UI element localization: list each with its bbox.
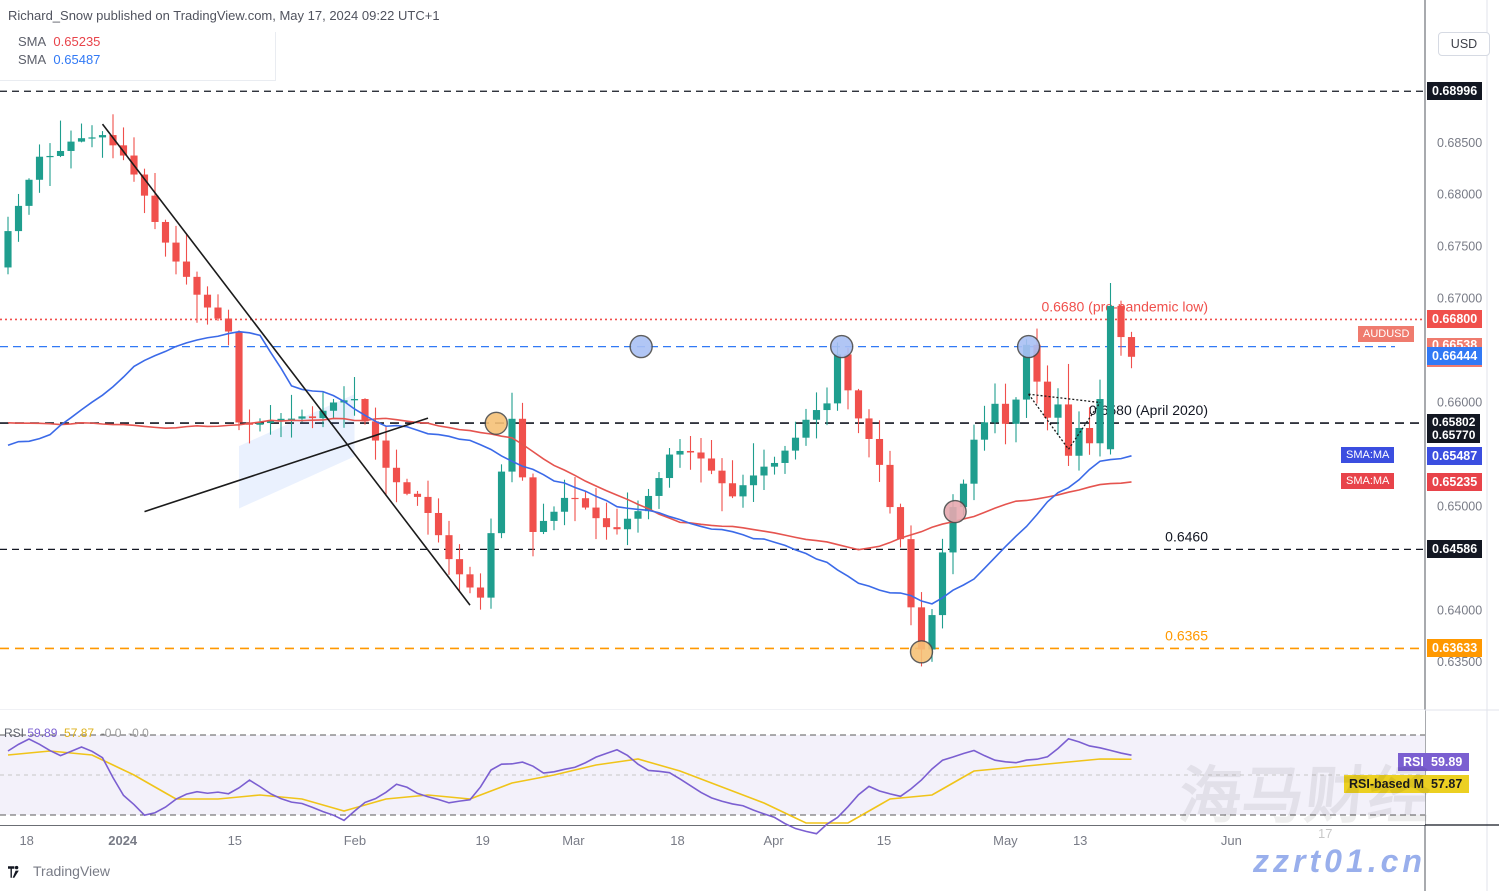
svg-text:0.6680 (pre-pandemic low): 0.6680 (pre-pandemic low) xyxy=(1041,298,1208,314)
svg-text:0.6460: 0.6460 xyxy=(1165,528,1208,544)
svg-text:19: 19 xyxy=(475,833,489,848)
svg-text:Apr: Apr xyxy=(763,833,784,848)
svg-text:0.67000: 0.67000 xyxy=(1437,292,1482,306)
svg-text:May: May xyxy=(993,833,1018,848)
svg-text:0.6365: 0.6365 xyxy=(1165,627,1208,643)
svg-text:0.68500: 0.68500 xyxy=(1437,136,1482,150)
svg-text:2024: 2024 xyxy=(108,833,138,848)
svg-text:18: 18 xyxy=(670,833,684,848)
svg-text:15: 15 xyxy=(877,833,891,848)
svg-text:0.68000: 0.68000 xyxy=(1437,188,1482,202)
svg-text:Mar: Mar xyxy=(562,833,585,848)
svg-text:Feb: Feb xyxy=(344,833,366,848)
svg-text:Jun: Jun xyxy=(1221,833,1242,848)
svg-text:0.63500: 0.63500 xyxy=(1437,655,1482,669)
svg-text:0.64000: 0.64000 xyxy=(1437,603,1482,617)
svg-text:13: 13 xyxy=(1073,833,1087,848)
svg-text:0.67500: 0.67500 xyxy=(1437,240,1482,254)
svg-text:18: 18 xyxy=(19,833,33,848)
svg-text:0.65000: 0.65000 xyxy=(1437,499,1482,513)
svg-text:15: 15 xyxy=(228,833,242,848)
svg-text:0.6580 (April 2020): 0.6580 (April 2020) xyxy=(1089,402,1208,418)
svg-text:0.66000: 0.66000 xyxy=(1437,396,1482,410)
